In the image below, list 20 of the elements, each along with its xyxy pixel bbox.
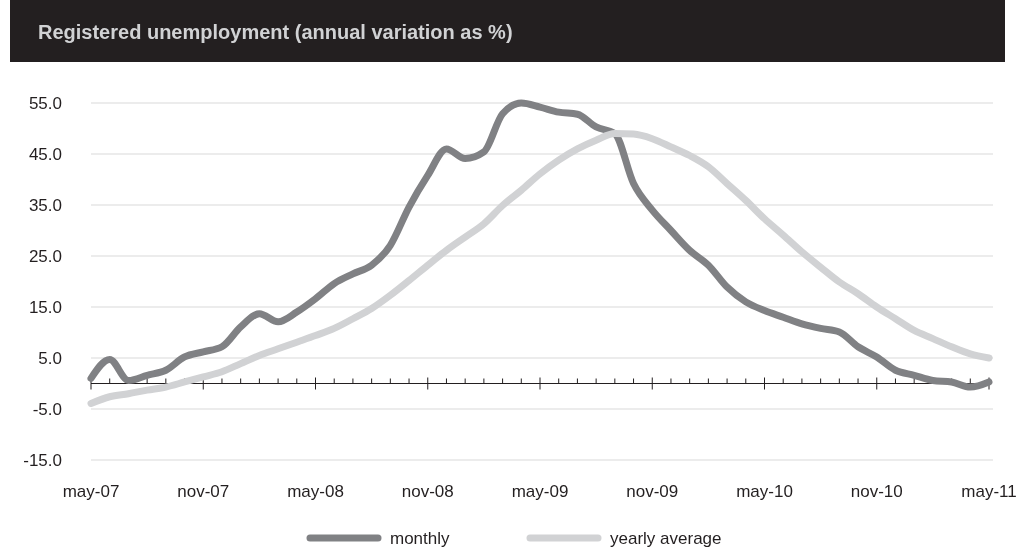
legend-label: yearly average [610,528,722,548]
y-tick-label: 25.0 [28,246,62,266]
x-tick-label: nov-10 [850,482,903,501]
x-tick-label: may-08 [287,482,344,501]
y-tick-label: 35.0 [28,195,62,215]
x-tick-label: may-10 [736,482,793,501]
x-tick-label: nov-07 [177,482,230,501]
y-tick-label: 15.0 [28,297,62,317]
chart-title: Registered unemployment (annual variation as %) [38,21,513,43]
x-tick-label: may-11 [961,482,1017,501]
y-tick-label: 45.0 [28,144,62,164]
y-tick-label: -5.0 [32,399,62,419]
y-tick-label: 55.0 [28,93,62,113]
x-tick-label: may-09 [511,482,569,501]
y-tick-label: -15.0 [23,450,62,470]
legend-label: monthly [390,528,451,548]
x-tick-label: nov-09 [626,482,679,501]
x-tick-label: nov-08 [401,482,454,501]
y-tick-label: 5.0 [38,348,62,368]
x-tick-label: may-07 [62,482,120,501]
